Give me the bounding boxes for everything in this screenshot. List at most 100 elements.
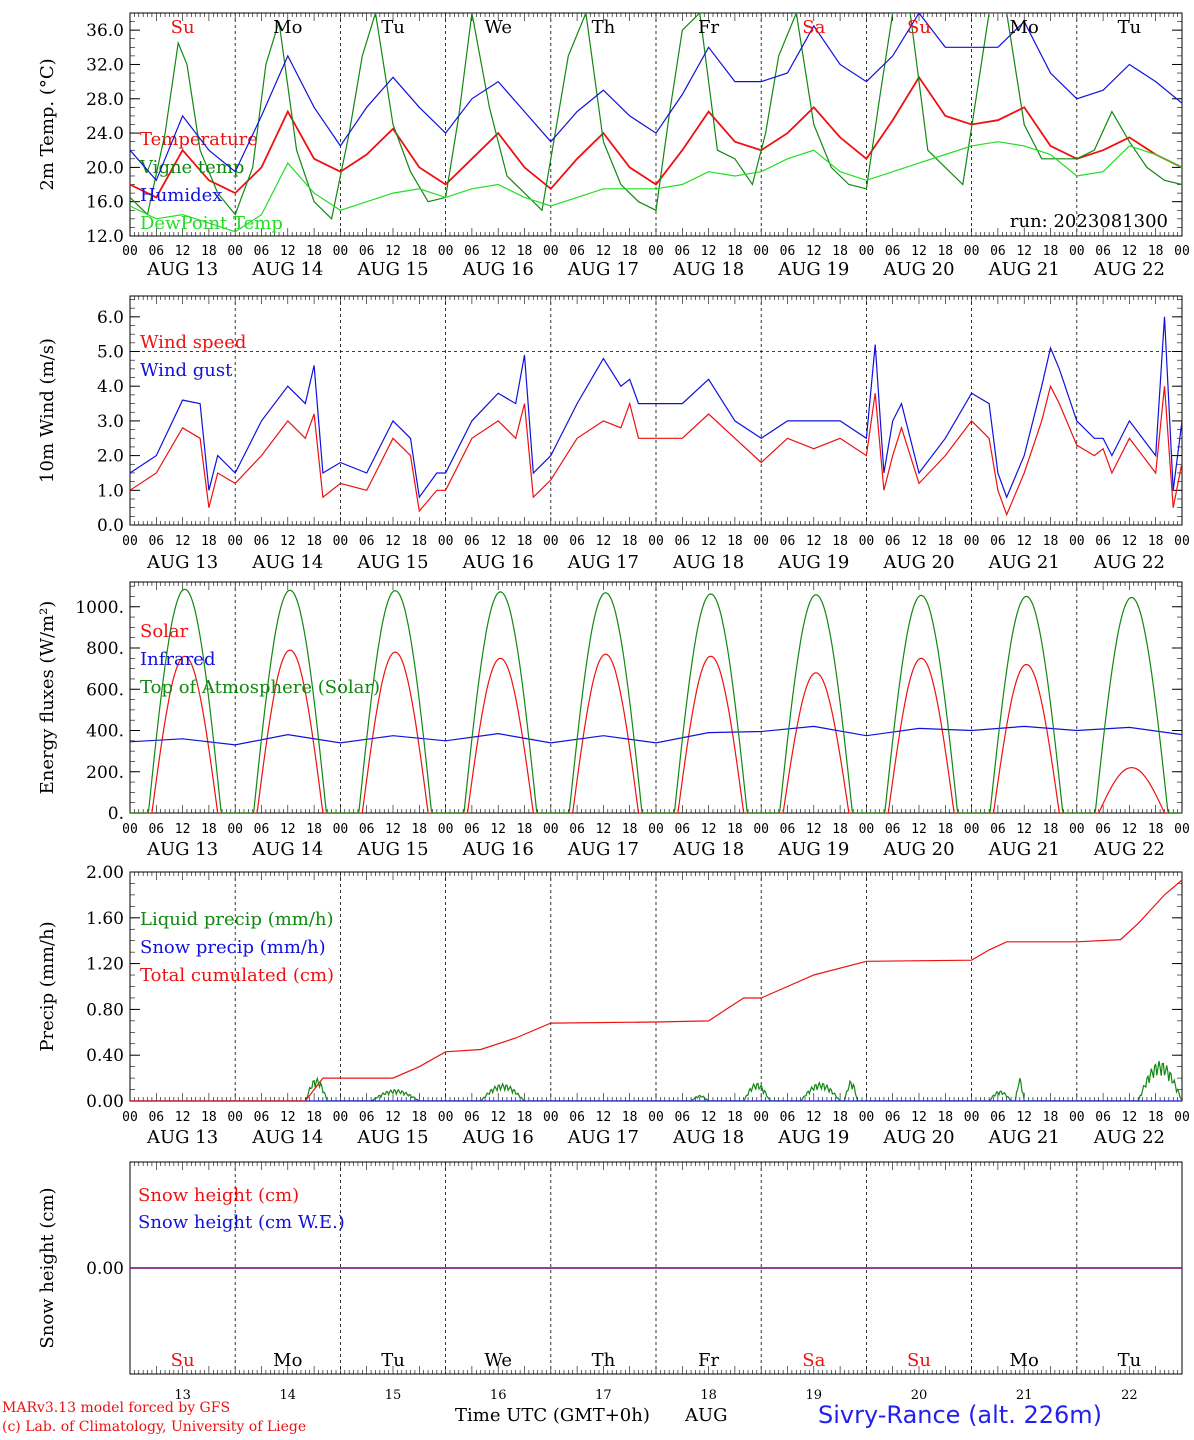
hour-tick-label: 00 xyxy=(859,244,875,259)
hour-tick-label: 00 xyxy=(438,534,454,549)
hour-tick-label: 00 xyxy=(227,534,243,549)
hour-tick-label: 18 xyxy=(517,822,533,837)
series-line xyxy=(130,13,1182,220)
hour-tick-label: 18 xyxy=(1043,822,1059,837)
weekday-label-top: Tu xyxy=(381,17,405,38)
y-tick-label: 28.0 xyxy=(86,90,124,110)
hour-tick-label: 00 xyxy=(1174,244,1190,259)
x-axis-month: AUG xyxy=(685,1405,728,1426)
y-tick-label: 0.00 xyxy=(86,1259,124,1279)
hour-tick-label: 18 xyxy=(411,244,427,259)
hour-tick-label: 12 xyxy=(280,244,296,259)
hour-tick-label: 12 xyxy=(1122,822,1138,837)
day-label: AUG 16 xyxy=(462,1127,534,1148)
hour-tick-label: 06 xyxy=(254,534,270,549)
hour-tick-label: 18 xyxy=(622,822,638,837)
hour-tick-label: 12 xyxy=(701,244,717,259)
hour-tick-label: 18 xyxy=(937,534,953,549)
hour-tick-label: 12 xyxy=(490,822,506,837)
hour-tick-label: 00 xyxy=(227,822,243,837)
legend-entry: Snow height (cm) xyxy=(138,1185,299,1206)
hour-tick-label: 00 xyxy=(227,244,243,259)
legend-entry: Snow height (cm W.E.) xyxy=(138,1212,345,1233)
hour-tick-label: 18 xyxy=(727,822,743,837)
hour-tick-label: 18 xyxy=(1148,534,1164,549)
weekday-label-top: Su xyxy=(907,17,931,38)
hour-tick-label: 18 xyxy=(832,534,848,549)
y-tick-label: 0.40 xyxy=(86,1046,124,1066)
hour-tick-label: 00 xyxy=(1069,822,1085,837)
hour-tick-label: 00 xyxy=(648,822,664,837)
hour-tick-label: 12 xyxy=(385,822,401,837)
y-tick-label: 20.0 xyxy=(86,158,124,178)
y-axis-label: 10m Wind (m/s) xyxy=(37,338,58,483)
hour-tick-label: 06 xyxy=(780,244,796,259)
weekday-label-top: Mo xyxy=(273,17,302,38)
hour-tick-label: 18 xyxy=(306,1110,322,1125)
hour-tick-label: 00 xyxy=(964,244,980,259)
hour-tick-label: 00 xyxy=(438,244,454,259)
hour-tick-label: 06 xyxy=(885,822,901,837)
hour-tick-label: 06 xyxy=(569,534,585,549)
hour-tick-label: 00 xyxy=(1069,244,1085,259)
hour-tick-label: 12 xyxy=(596,822,612,837)
day-label: AUG 13 xyxy=(146,552,218,573)
legend-entry: Top of Atmosphere (Solar) xyxy=(140,677,380,698)
day-label: AUG 19 xyxy=(777,552,849,573)
panel-2: 0.0 1.0 2.0 3.0 4.0 5.0 6.0 10m Wind (m/s) Wind … xyxy=(37,295,1190,573)
y-tick-label: 1.0 xyxy=(97,481,124,501)
hour-tick-label: 00 xyxy=(227,1110,243,1125)
hour-tick-label: 06 xyxy=(674,244,690,259)
hour-tick-label: 12 xyxy=(385,244,401,259)
hour-tick-label: 18 xyxy=(201,534,217,549)
weekday-label-top: Fr xyxy=(698,17,719,38)
y-axis-label: Snow height (cm) xyxy=(37,1187,58,1348)
footer-model-line: MARv3.13 model forced by GFS xyxy=(2,1400,231,1416)
y-tick-label: 0.80 xyxy=(86,1000,124,1020)
legend-entry: Infrared xyxy=(140,649,215,670)
legend-entry: Vigne temp xyxy=(139,157,244,178)
hour-tick-label: 12 xyxy=(1122,244,1138,259)
hour-tick-label: 00 xyxy=(1069,1110,1085,1125)
legend-entry: Total cumulated (cm) xyxy=(140,965,334,986)
hour-tick-label: 12 xyxy=(596,244,612,259)
hour-tick-label: 06 xyxy=(780,822,796,837)
hour-tick-label: 12 xyxy=(385,1110,401,1125)
y-tick-label: 400. xyxy=(86,722,124,742)
day-label: AUG 17 xyxy=(567,259,639,280)
y-tick-label: 16.0 xyxy=(86,193,124,213)
day-label: AUG 21 xyxy=(988,1127,1060,1148)
hour-tick-label: 12 xyxy=(806,822,822,837)
day-label: AUG 15 xyxy=(356,552,428,573)
legend-entry: DewPoint Temp xyxy=(140,213,283,234)
y-axis-label: Energy fluxes (W/m²) xyxy=(37,601,58,795)
y-tick-label: 800. xyxy=(86,639,124,659)
y-tick-label: 0.00 xyxy=(86,1092,124,1112)
hour-tick-label: 18 xyxy=(727,534,743,549)
hour-tick-label: 06 xyxy=(780,534,796,549)
day-label: AUG 18 xyxy=(672,1127,744,1148)
y-tick-label: 1000. xyxy=(75,598,124,618)
weekday-label-top: Th xyxy=(592,17,616,38)
day-label: AUG 22 xyxy=(1093,839,1165,860)
weekday-label-top: We xyxy=(484,17,512,38)
hour-tick-label: 06 xyxy=(885,244,901,259)
hour-tick-label: 06 xyxy=(780,1110,796,1125)
day-label: AUG 14 xyxy=(251,552,323,573)
hour-tick-label: 06 xyxy=(464,244,480,259)
day-label: AUG 15 xyxy=(356,1127,428,1148)
hour-tick-label: 12 xyxy=(175,534,191,549)
hour-tick-label: 06 xyxy=(254,822,270,837)
hour-tick-label: 18 xyxy=(727,244,743,259)
weekday-label-top: Tu xyxy=(1118,17,1142,38)
hour-tick-label: 00 xyxy=(859,534,875,549)
day-label: AUG 17 xyxy=(567,1127,639,1148)
day-label: AUG 16 xyxy=(462,259,534,280)
weekday-label-bottom: Su xyxy=(171,1350,195,1371)
hour-tick-label: 06 xyxy=(885,534,901,549)
legend-entry: Solar xyxy=(140,621,189,642)
hour-tick-label: 00 xyxy=(543,1110,559,1125)
hour-tick-label: 12 xyxy=(280,1110,296,1125)
day-label: AUG 15 xyxy=(356,259,428,280)
hour-tick-label: 18 xyxy=(306,822,322,837)
